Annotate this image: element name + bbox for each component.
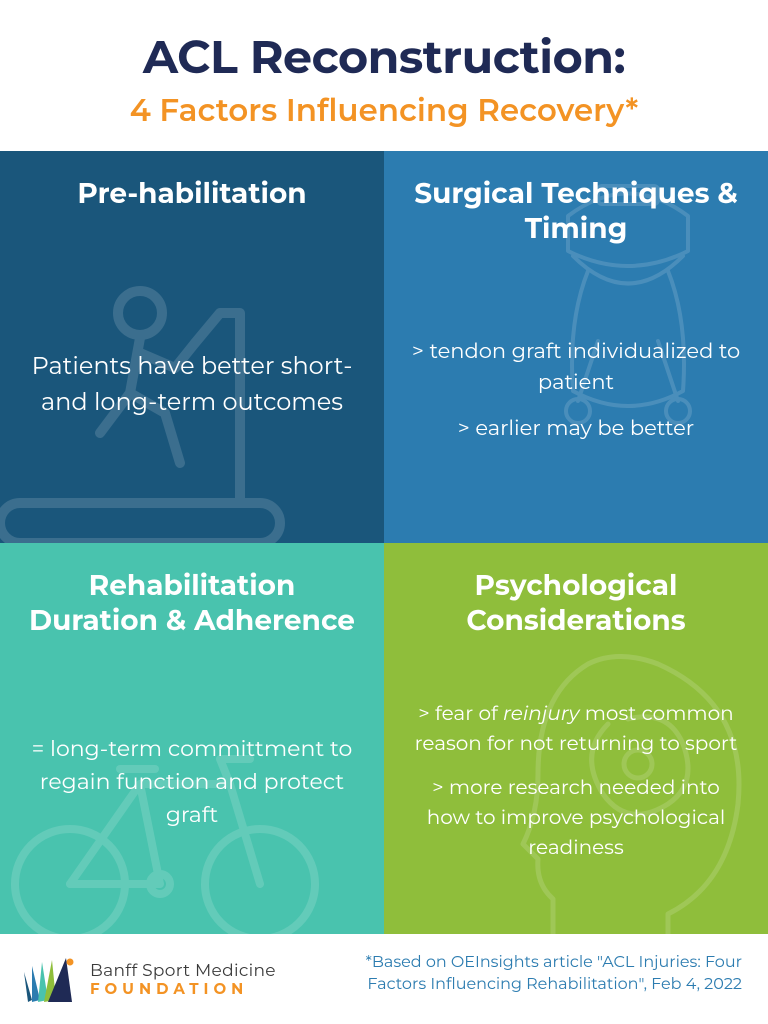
logo-text: Banff Sport Medicine FOUNDATION bbox=[90, 963, 276, 997]
logo: Banff Sport Medicine FOUNDATION bbox=[22, 952, 276, 1008]
footer: Banff Sport Medicine FOUNDATION *Based o… bbox=[0, 934, 768, 1024]
quad-title-rehab: Rehabilitation Duration & Adherence bbox=[24, 569, 360, 639]
quad-body-rehab: = long-term committment to regain functi… bbox=[24, 653, 360, 911]
logo-mark-icon bbox=[22, 952, 78, 1008]
quad-body-psych: > fear of reinjury most common reason fo… bbox=[408, 653, 744, 911]
quad-title-psych: Psychological Considerations bbox=[408, 569, 744, 639]
quad-title-surgical: Surgical Techniques & Timing bbox=[408, 177, 744, 247]
quad-rehab: Rehabilitation Duration & Adherence = lo… bbox=[0, 543, 384, 935]
logo-line2: FOUNDATION bbox=[90, 981, 276, 997]
quad-body-prehab: Patients have better short- and long-ter… bbox=[24, 252, 360, 519]
header: ACL Reconstruction: 4 Factors Influencin… bbox=[0, 0, 768, 151]
quad-body-surgical: > tendon graft individualized to patient… bbox=[408, 261, 744, 519]
factors-grid: Pre-habilitation Patients have better sh… bbox=[0, 151, 768, 934]
quad-psych: Psychological Considerations > fear of r… bbox=[384, 543, 768, 935]
quad-surgical: Surgical Techniques & Timing > tendon gr… bbox=[384, 151, 768, 543]
footnote: *Based on OEInsights article "ACL Injuri… bbox=[322, 952, 742, 995]
subtitle: 4 Factors Influencing Recovery* bbox=[20, 91, 748, 129]
main-title: ACL Reconstruction: bbox=[20, 28, 748, 85]
quad-title-prehab: Pre-habilitation bbox=[24, 177, 360, 212]
quad-pre-habilitation: Pre-habilitation Patients have better sh… bbox=[0, 151, 384, 543]
